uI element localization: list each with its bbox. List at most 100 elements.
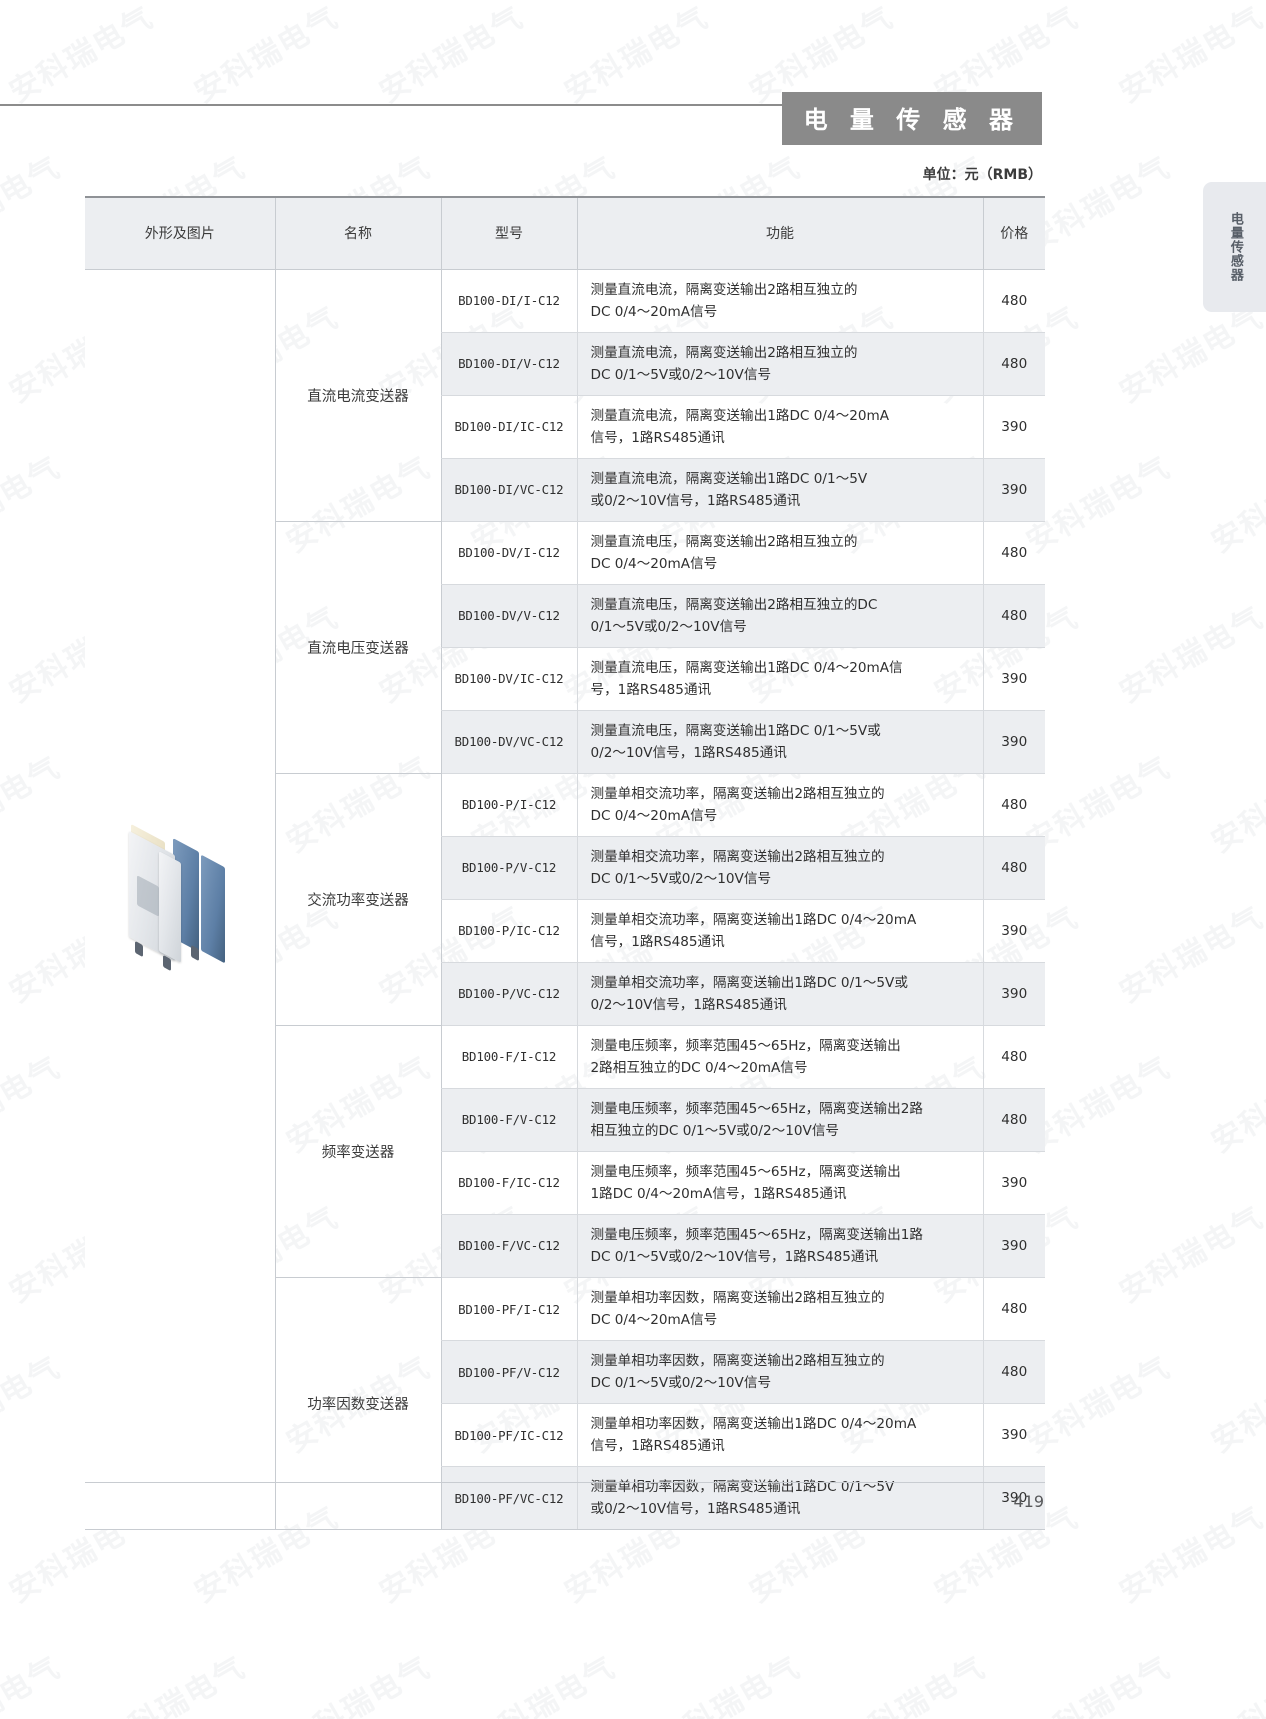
watermark-text: 安科瑞电气 xyxy=(1113,1499,1266,1611)
cell-price: 480 xyxy=(982,836,1045,900)
cell-price: 480 xyxy=(982,1276,1045,1342)
unit-note: 单位：元（RMB） xyxy=(922,167,1042,183)
cell-model: BD100-DI/IC-C12 xyxy=(440,395,577,459)
watermark-text: 安科瑞电气 xyxy=(1205,1349,1266,1461)
product-photo-cell xyxy=(85,269,275,1531)
table-row: 直流电流变送器 BD100-DI/I-C12 测量直流电流，隔离变送输出2路相互独立… xyxy=(85,269,1045,1531)
cell-price: 390 xyxy=(982,395,1045,459)
cell-function: 测量单相功率因数，隔离变送输出2路相互独立的 DC 0/1～5V或0/2～10V信… xyxy=(576,1340,983,1405)
function-line-1: 测量直流电压，隔离变送输出1路DC 0/1～5V或 xyxy=(590,722,881,739)
cell-function: 测量直流电压，隔离变送输出1路DC 0/1～5V或 0/2～10V信号，1路RS4… xyxy=(576,710,983,774)
function-line-1: 测量直流电压，隔离变送输出2路相互独立的 xyxy=(590,533,858,550)
side-tab-power-sensor[interactable]: 电量传感器 xyxy=(1203,182,1266,312)
watermark-text: 安科瑞电气 xyxy=(0,1649,67,1719)
cell-function: 测量直流电流，隔离变送输出2路相互独立的 DC 0/1～5V或0/2～10V信号 xyxy=(576,332,983,396)
watermark-text: 安科瑞电气 xyxy=(0,1049,67,1161)
cell-function: 测量直流电流，隔离变送输出1路DC 0/4～20mA 信号，1路RS485通讯 xyxy=(576,395,983,459)
group-name-cell: 功率因数变送器 xyxy=(274,1277,441,1531)
function-line-2: DC 0/1～5V或0/2～10V信号，1路RS485通讯 xyxy=(590,1248,879,1265)
cell-price: 390 xyxy=(982,1403,1045,1468)
function-line-1: 测量电压频率，频率范围45～65Hz，隔离变送输出 xyxy=(590,1163,901,1180)
watermark-text: 安科瑞电气 xyxy=(0,149,67,261)
cell-price: 480 xyxy=(982,520,1045,585)
watermark-text: 安科瑞电气 xyxy=(1113,899,1266,1011)
function-line-1: 测量单相功率因数，隔离变送输出1路DC 0/1～5V xyxy=(590,1479,895,1496)
watermark-text: 安科瑞电气 xyxy=(0,1349,67,1461)
watermark-text: 安科瑞电气 xyxy=(95,1649,252,1719)
cell-price: 480 xyxy=(982,1024,1045,1089)
function-line-1: 测量直流电流，隔离变送输出1路DC 0/1～5V xyxy=(590,470,868,487)
cell-function: 测量单相交流功率，隔离变送输出1路DC 0/4～20mA 信号，1路RS485通讯 xyxy=(576,899,983,963)
cell-price: 390 xyxy=(982,899,1045,963)
group-name-label: 直流电压变送器 xyxy=(307,640,409,657)
cell-price: 480 xyxy=(982,332,1045,396)
function-line-1: 测量单相功率因数，隔离变送输出2路相互独立的 xyxy=(590,1353,885,1370)
cell-function: 测量单相交流功率，隔离变送输出1路DC 0/1～5V或 0/2～10V信号，1路R… xyxy=(576,962,983,1026)
cell-function: 测量电压频率，频率范围45～65Hz，隔离变送输出 2路相互独立的DC 0/4～2… xyxy=(576,1024,983,1089)
watermark-text: 安科瑞电气 xyxy=(1205,449,1266,561)
product-photo xyxy=(115,817,245,982)
table-row: 频率变送器 BD100-F/I-C12 测量电压频率，频率范围45～65Hz，隔离变… xyxy=(85,1024,1045,1279)
table-row: BD100-PF/VC-C12 测量单相功率因数，隔离变送输出1路DC 0/1～5… xyxy=(85,1466,1045,1531)
cell-price: 390 xyxy=(982,1466,1045,1531)
function-line-2: 信号，1路RS485通讯 xyxy=(590,1438,725,1455)
function-line-2: 2路相互独立的DC 0/4～20mA信号 xyxy=(590,1059,808,1076)
watermark-text: 安科瑞电气 xyxy=(1205,749,1266,861)
group-name-cell: 直流电流变送器 xyxy=(274,269,441,522)
watermark-text: 安科瑞电气 xyxy=(1113,599,1266,711)
watermark-text: 安科瑞电气 xyxy=(835,1649,992,1719)
cell-model: BD100-F/I-C12 xyxy=(440,1024,577,1089)
column-header-function: 功能 xyxy=(576,196,983,270)
function-line-1: 测量直流电压，隔离变送输出1路DC 0/4～20mA信 xyxy=(590,659,903,676)
group-name-label: 直流电流变送器 xyxy=(307,388,409,405)
column-header-name: 名称 xyxy=(274,196,441,270)
function-line-2: DC 0/1～5V或0/2～10V信号 xyxy=(590,1375,772,1392)
watermark-text: 安科瑞电气 xyxy=(650,1649,807,1719)
function-line-2: DC 0/4～20mA信号 xyxy=(590,555,718,572)
column-header-image: 外形及图片 xyxy=(85,196,275,270)
watermark-text: 安科瑞电气 xyxy=(558,0,715,111)
cell-model: BD100-DV/I-C12 xyxy=(440,520,577,585)
table-row: BD100-DV/VC-C12 测量直流电压，隔离变送输出1路DC 0/1～5V或… xyxy=(85,710,1045,774)
table-row: BD100-P/IC-C12 测量单相交流功率，隔离变送输出1路DC 0/4～20… xyxy=(85,899,1045,963)
cell-function: 测量电压频率，频率范围45～65Hz，隔离变送输出 1路DC 0/4～20mA信号… xyxy=(576,1151,983,1215)
function-line-1: 测量单相交流功率，隔离变送输出1路DC 0/4～20mA xyxy=(590,911,917,928)
function-line-2: 信号，1路RS485通讯 xyxy=(590,429,725,446)
cell-price: 390 xyxy=(982,458,1045,522)
table-row: 功率因数变送器 BD100-PF/I-C12 测量单相功率因数，隔离变送输出2路相互… xyxy=(85,1276,1045,1531)
cell-function: 测量单相功率因数，隔离变送输出1路DC 0/4～20mA 信号，1路RS485通讯 xyxy=(576,1403,983,1468)
side-tab-label: 电量传感器 xyxy=(1227,212,1243,282)
cell-price: 480 xyxy=(982,772,1045,837)
cell-function: 测量直流电压，隔离变送输出1路DC 0/4～20mA信 号，1路RS485通讯 xyxy=(576,647,983,711)
cell-model: BD100-P/V-C12 xyxy=(440,836,577,900)
function-line-1: 测量单相功率因数，隔离变送输出2路相互独立的 xyxy=(590,1290,885,1306)
function-line-1: 测量直流电流，隔离变送输出1路DC 0/4～20mA xyxy=(590,407,890,424)
table-row: BD100-PF/V-C12 测量单相功率因数，隔离变送输出2路相互独立的 DC 0… xyxy=(85,1340,1045,1405)
table-row: 直流电压变送器 BD100-DV/I-C12 测量直流电压，隔离变送输出2路相互独立… xyxy=(85,520,1045,774)
watermark-text: 安科瑞电气 xyxy=(465,1649,622,1719)
function-line-2: DC 0/4～20mA信号 xyxy=(590,1312,718,1329)
watermark-text: 安科瑞电气 xyxy=(0,749,67,861)
function-line-2: DC 0/4～20mA信号 xyxy=(590,303,718,320)
function-line-2: 信号，1路RS485通讯 xyxy=(590,933,725,950)
function-line-2: 号，1路RS485通讯 xyxy=(590,681,712,698)
function-line-2: 1路DC 0/4～20mA信号，1路RS485通讯 xyxy=(590,1185,847,1202)
cell-function: 测量直流电流，隔离变送输出2路相互独立的 DC 0/4～20mA信号 xyxy=(576,269,983,333)
function-line-2: DC 0/1～5V或0/2～10V信号 xyxy=(590,870,772,887)
group-name-cell: 直流电压变送器 xyxy=(274,521,441,774)
cell-model: BD100-DV/V-C12 xyxy=(440,584,577,648)
cell-price: 480 xyxy=(982,1340,1045,1405)
header-rule xyxy=(0,104,880,106)
table-row: BD100-DV/V-C12 测量直流电压，隔离变送输出2路相互独立的DC 0/1～… xyxy=(85,584,1045,648)
table-row: BD100-PF/IC-C12 测量单相功率因数，隔离变送输出1路DC 0/4～2… xyxy=(85,1403,1045,1468)
table-row: BD100-F/IC-C12 测量电压频率，频率范围45～65Hz，隔离变送输出 1… xyxy=(85,1151,1045,1215)
cell-function: 测量直流电压，隔离变送输出2路相互独立的 DC 0/4～20mA信号 xyxy=(576,520,983,585)
cell-function: 测量电压频率，频率范围45～65Hz，隔离变送输出1路 DC 0/1～5V或0/2… xyxy=(576,1214,983,1279)
group-name-label: 交流功率变送器 xyxy=(307,892,409,909)
function-line-1: 测量直流电流，隔离变送输出2路相互独立的 xyxy=(590,344,858,361)
function-line-2: 0/1～5V或0/2～10V信号 xyxy=(590,618,747,635)
table-row: BD100-DI/V-C12 测量直流电流，隔离变送输出2路相互独立的 DC 0/1… xyxy=(85,332,1045,396)
price-table-wrapper: 外形及图片 名称 型号 功能 价格 直流电流变送器 BD100-DI/I-C12 测… xyxy=(85,196,1045,1531)
cell-model: BD100-F/V-C12 xyxy=(440,1088,577,1152)
function-line-2: DC 0/4～20mA信号 xyxy=(590,807,718,824)
